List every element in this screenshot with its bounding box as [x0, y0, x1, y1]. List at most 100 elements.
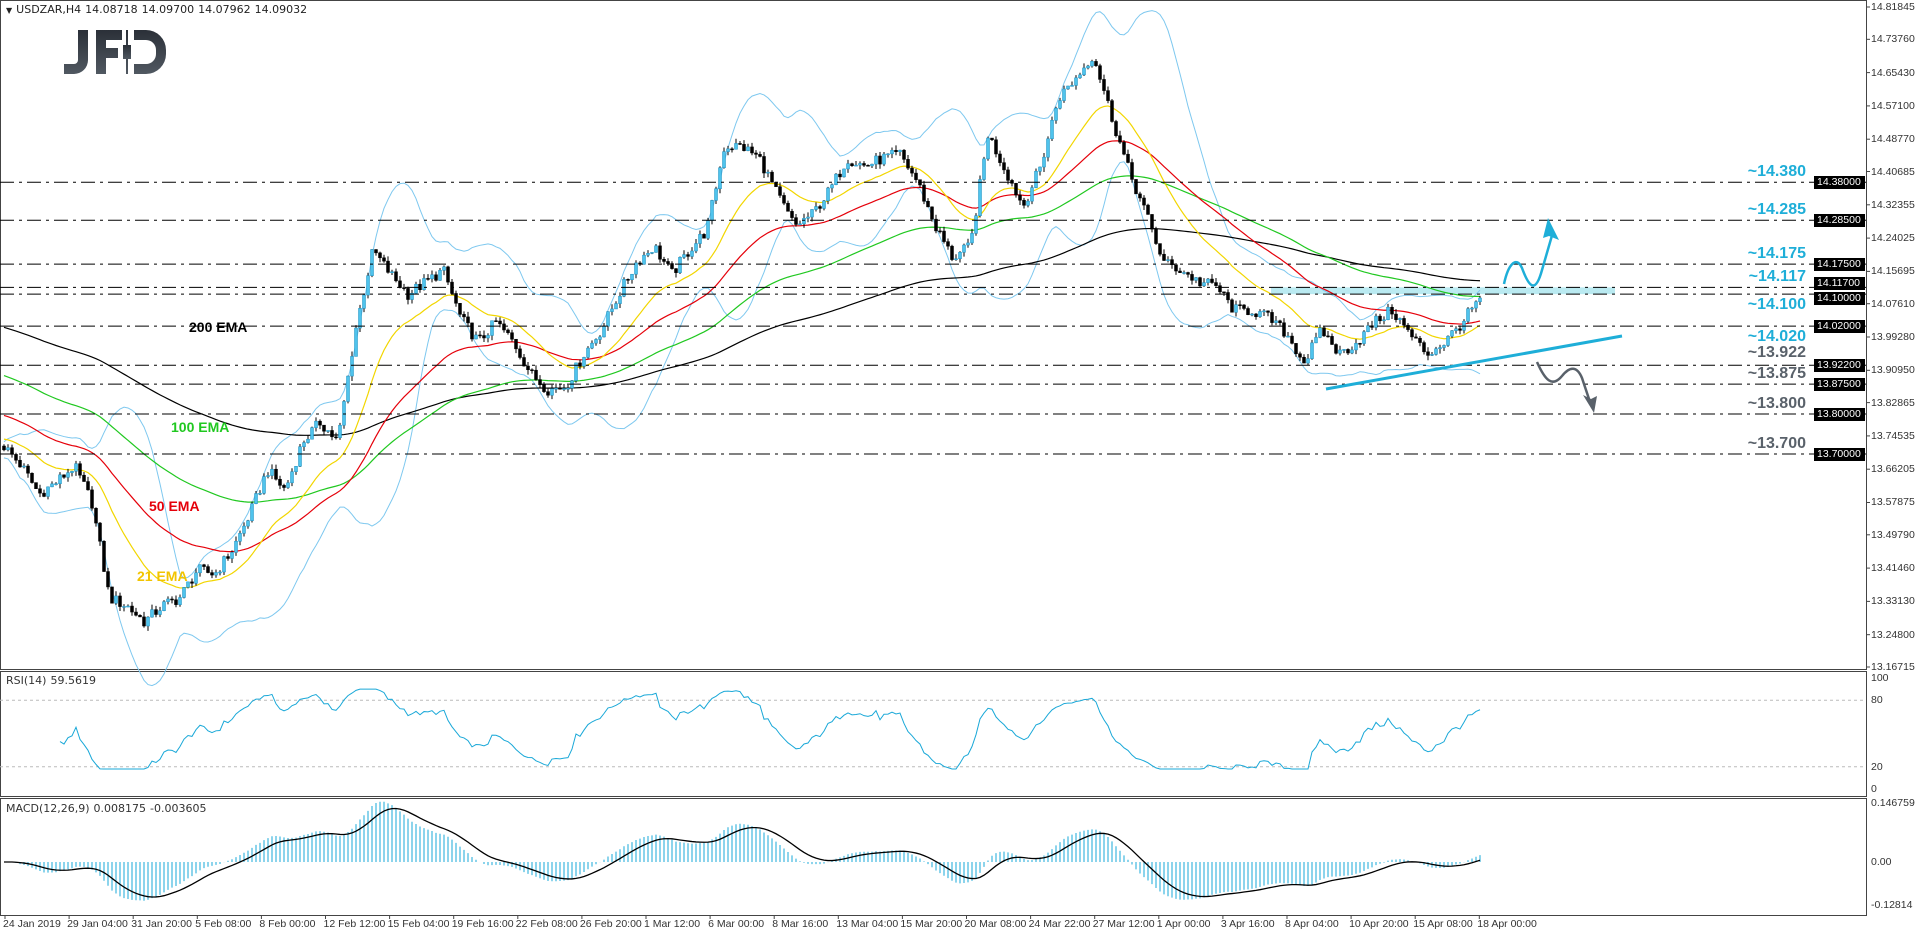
bull-candle — [242, 525, 246, 534]
bull-candle — [298, 446, 302, 467]
bull-candle — [834, 173, 838, 185]
bull-candle — [634, 262, 638, 275]
bear-candle — [866, 165, 870, 167]
bull-candle — [222, 556, 226, 573]
bear-candle — [558, 387, 562, 390]
bull-candle — [166, 598, 170, 602]
bull-candle — [1042, 156, 1046, 168]
bear-candle — [62, 474, 66, 478]
price-tick-label: 13.74535 — [1871, 429, 1915, 442]
bear-candle — [514, 338, 518, 350]
time-tick-label: 12 Feb 12:00 — [323, 918, 386, 930]
bull-candle — [962, 244, 966, 253]
bull-candle — [618, 295, 622, 304]
bear-candle — [1138, 193, 1142, 199]
bear-candle — [894, 150, 898, 153]
bear-candle — [94, 507, 98, 524]
macd-title: MACD(12,26,9) 0.008175 -0.003605 — [6, 802, 211, 815]
bear-candle — [78, 463, 82, 476]
price-level-tag: 13.87500 — [1814, 378, 1865, 392]
bull-candle — [414, 283, 418, 294]
bear-candle — [1358, 343, 1362, 345]
level-label: ~14.100 — [1747, 296, 1806, 314]
ohlc-open: 14.08718 — [85, 3, 138, 16]
bull-candle — [1450, 330, 1454, 337]
macd-tick-label: -0.12814 — [1871, 899, 1913, 911]
level-label: ~14.285 — [1747, 201, 1806, 219]
bear-candle — [902, 149, 906, 160]
bear-candle — [686, 254, 690, 257]
price-level-tag: 14.28500 — [1814, 214, 1865, 228]
bull-candle — [442, 266, 446, 271]
bull-candle — [882, 153, 886, 165]
bull-candle — [1194, 277, 1198, 281]
price-tick-label: 14.24025 — [1871, 232, 1915, 245]
bull-candle — [1066, 85, 1070, 90]
bull-candle — [766, 171, 770, 174]
bear-candle — [138, 614, 142, 618]
bear-candle — [1114, 121, 1118, 136]
bull-candle — [554, 387, 558, 390]
bull-candle — [694, 243, 698, 252]
bear-candle — [1214, 282, 1218, 286]
bull-candle — [342, 401, 346, 426]
time-tick-label: 8 Feb 00:00 — [259, 918, 316, 930]
bear-candle — [1014, 183, 1018, 196]
macd-tick-label: 0.146759 — [1871, 797, 1915, 809]
bull-candle — [814, 206, 818, 210]
bear-candle — [818, 206, 822, 209]
bull-candle — [370, 249, 374, 276]
bear-candle — [742, 144, 746, 151]
bear-candle — [1222, 291, 1226, 294]
arrow-down-head-icon — [1583, 395, 1597, 413]
bull-candle — [1310, 342, 1314, 359]
bear-candle — [1102, 79, 1106, 91]
bear-candle — [1154, 228, 1158, 244]
bull-candle — [1258, 311, 1262, 317]
bullish-scenario-arrow — [1502, 231, 1555, 287]
time-tick-label: 27 Mar 12:00 — [1092, 918, 1155, 930]
bull-candle — [422, 278, 426, 290]
bull-candle — [1442, 345, 1446, 348]
price-tick-label: 13.16715 — [1871, 661, 1915, 673]
time-tick-label: 8 Apr 04:00 — [1285, 918, 1339, 930]
price-level-tag: 14.38000 — [1814, 176, 1865, 190]
bear-candle — [1242, 304, 1246, 309]
bull-candle — [182, 587, 186, 598]
price-level-tag: 14.10000 — [1814, 292, 1865, 306]
collapse-triangle-icon[interactable]: ▼ — [6, 6, 13, 15]
bull-candle — [70, 470, 74, 473]
bull-candle — [1030, 187, 1034, 202]
ema50-label: 50 EMA — [149, 498, 200, 514]
bollinger-lower-band — [3, 161, 1481, 687]
time-tick-label: 15 Feb 04:00 — [387, 918, 450, 930]
bull-candle — [842, 168, 846, 178]
bear-candle — [838, 173, 842, 178]
bear-candle — [10, 447, 14, 455]
bull-candle — [714, 188, 718, 201]
bull-candle — [254, 493, 258, 504]
bull-candle — [1262, 310, 1266, 313]
time-tick-label: 18 Apr 00:00 — [1477, 918, 1537, 930]
level-label: ~13.800 — [1747, 395, 1806, 413]
bear-candle — [510, 332, 514, 340]
bull-candle — [1338, 349, 1342, 354]
time-tick-label: 1 Mar 12:00 — [644, 918, 701, 930]
bull-candle — [614, 303, 618, 310]
bull-candle — [630, 273, 634, 280]
bear-candle — [318, 420, 322, 426]
bear-candle — [1146, 204, 1150, 215]
bull-candle — [362, 294, 366, 309]
bull-candle — [1050, 120, 1054, 140]
bull-candle — [1202, 282, 1206, 287]
bull-candle — [1466, 308, 1470, 322]
bear-candle — [26, 465, 30, 474]
bull-candle — [390, 271, 394, 273]
bear-candle — [142, 616, 146, 627]
bear-candle — [1018, 194, 1022, 201]
bear-candle — [1334, 344, 1338, 354]
price-level-tag: 13.80000 — [1814, 408, 1865, 422]
bear-candle — [530, 369, 534, 372]
bull-candle — [122, 606, 126, 608]
bear-candle — [1162, 253, 1166, 261]
